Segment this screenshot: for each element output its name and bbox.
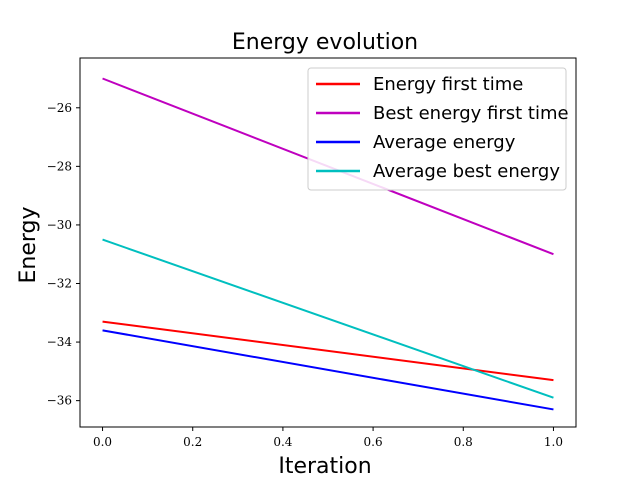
series-line-3	[102, 329, 554, 411]
chart-title: Energy evolution	[232, 30, 418, 55]
legend-box	[307, 67, 567, 191]
x-tick-label: 0.6	[364, 435, 383, 449]
y-tick-label: −30	[47, 218, 72, 232]
legend-entry-2: Best energy first time	[373, 103, 569, 124]
legend: Energy first time Best energy first time A…	[307, 67, 569, 191]
x-tick-label: 1.0	[544, 435, 563, 449]
x-axis-label: Iteration	[278, 454, 371, 479]
y-tick-label: −34	[47, 335, 73, 349]
legend-entry-4: Average best energy	[373, 161, 560, 182]
x-tick-label: 0.4	[273, 435, 292, 449]
y-axis-label: Energy	[16, 206, 41, 283]
x-tick-label: 0.0	[93, 435, 112, 449]
y-tick-label: −36	[47, 394, 72, 408]
legend-entry-3: Average energy	[373, 132, 516, 153]
legend-entry-1: Energy first time	[373, 74, 523, 95]
x-tick-label: 0.8	[454, 435, 473, 449]
y-tick-label: −32	[47, 277, 72, 291]
y-tick-label: −28	[47, 159, 72, 173]
series-line-1	[102, 320, 554, 382]
x-tick-label: 0.2	[183, 435, 202, 449]
y-tick-label: −26	[47, 101, 72, 115]
axes-frame	[79, 57, 577, 428]
plot-area: 0.0 0.2 0.4 0.6 0.8 1.0 −36 −34 −32 −30 −28 −26	[47, 57, 577, 449]
series-line-4	[102, 238, 554, 399]
